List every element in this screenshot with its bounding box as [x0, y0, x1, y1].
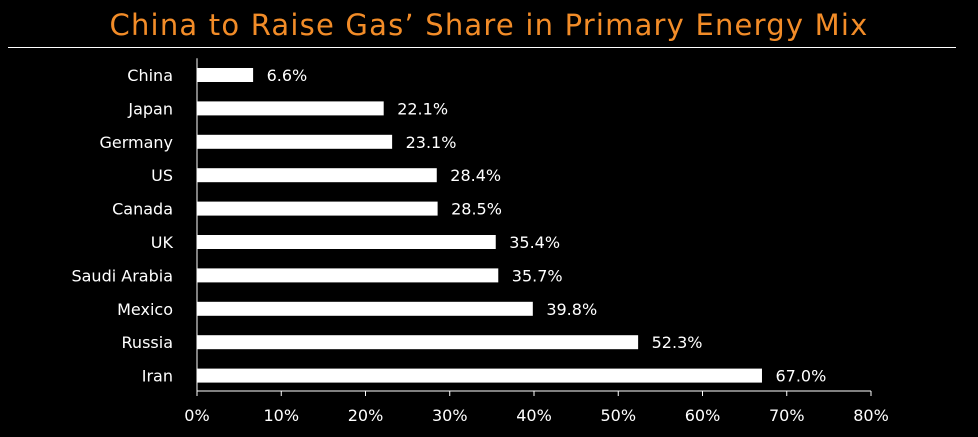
category-label: US	[151, 166, 173, 185]
x-tick-label: 70%	[769, 406, 805, 425]
bar	[197, 101, 384, 116]
category-label: Mexico	[117, 300, 173, 319]
x-tick-label: 0%	[184, 406, 209, 425]
bar	[197, 168, 437, 183]
data-label: 67.0%	[775, 367, 826, 386]
title-divider	[8, 47, 956, 48]
data-label: 28.5%	[451, 200, 502, 219]
x-tick-label: 50%	[600, 406, 636, 425]
chart-title: China to Raise Gas’ Share in Primary Ene…	[109, 8, 869, 42]
x-tick-label: 40%	[516, 406, 552, 425]
category-label: Russia	[122, 333, 173, 352]
bar	[197, 201, 438, 216]
category-label: Canada	[112, 200, 173, 219]
data-label: 22.1%	[397, 99, 448, 118]
data-label: 6.6%	[267, 66, 308, 85]
x-tick-label: 60%	[685, 406, 721, 425]
data-label: 39.8%	[546, 300, 597, 319]
data-label: 28.4%	[450, 166, 501, 185]
data-label: 35.4%	[509, 233, 560, 252]
x-tick-label: 80%	[853, 406, 889, 425]
bar	[197, 301, 533, 316]
bar	[197, 235, 496, 249]
category-label: China	[127, 66, 173, 85]
bar	[197, 134, 393, 149]
bar	[197, 68, 254, 82]
category-label: Iran	[142, 367, 173, 386]
category-label: Japan	[127, 99, 173, 118]
x-tick-label: 30%	[432, 406, 468, 425]
x-tick-label: 10%	[263, 406, 299, 425]
data-label: 35.7%	[512, 266, 563, 285]
bar	[197, 335, 639, 350]
data-label: 52.3%	[652, 333, 703, 352]
category-label: Saudi Arabia	[71, 266, 173, 285]
data-label: 23.1%	[406, 133, 457, 152]
bar	[197, 368, 762, 383]
category-label: UK	[151, 233, 174, 252]
bar	[197, 268, 499, 283]
x-tick-label: 20%	[348, 406, 384, 425]
category-label: Germany	[99, 133, 173, 152]
